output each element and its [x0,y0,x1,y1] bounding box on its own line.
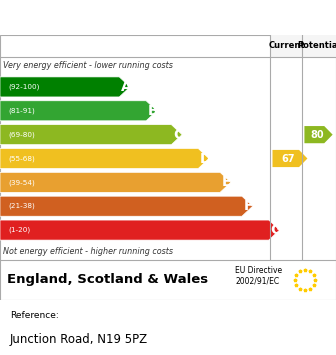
Polygon shape [0,101,157,121]
Text: D: D [200,152,211,165]
Polygon shape [0,148,209,169]
Polygon shape [272,150,307,167]
Polygon shape [0,77,130,97]
Text: B: B [148,104,159,118]
Text: EU Directive
2002/91/EC: EU Directive 2002/91/EC [235,266,282,286]
Text: (1-20): (1-20) [8,227,31,233]
Text: Junction Road, N19 5PZ: Junction Road, N19 5PZ [10,333,148,346]
Polygon shape [0,196,253,216]
Text: (55-68): (55-68) [8,155,35,162]
Text: (81-91): (81-91) [8,108,35,114]
Text: E: E [222,175,231,189]
Text: G: G [270,223,282,237]
Text: Not energy efficient - higher running costs: Not energy efficient - higher running co… [3,246,173,256]
Text: C: C [173,128,183,142]
Polygon shape [0,220,280,240]
Text: (39-54): (39-54) [8,179,35,186]
Text: F: F [244,199,253,213]
Polygon shape [0,125,182,145]
Text: (21-38): (21-38) [8,203,35,209]
Text: A: A [121,80,132,94]
Polygon shape [304,126,333,143]
Bar [270,35,336,57]
Text: (92-100): (92-100) [8,84,40,90]
Text: Current: Current [268,42,305,50]
Text: 80: 80 [310,130,324,140]
Polygon shape [0,172,231,192]
Text: Reference:: Reference: [10,311,59,320]
Text: Potential: Potential [297,42,336,50]
Text: (69-80): (69-80) [8,131,35,138]
Text: Energy Efficiency Rating: Energy Efficiency Rating [7,10,228,25]
Text: England, Scotland & Wales: England, Scotland & Wales [7,273,208,286]
Text: 67: 67 [282,153,295,164]
Text: Very energy efficient - lower running costs: Very energy efficient - lower running co… [3,61,173,71]
